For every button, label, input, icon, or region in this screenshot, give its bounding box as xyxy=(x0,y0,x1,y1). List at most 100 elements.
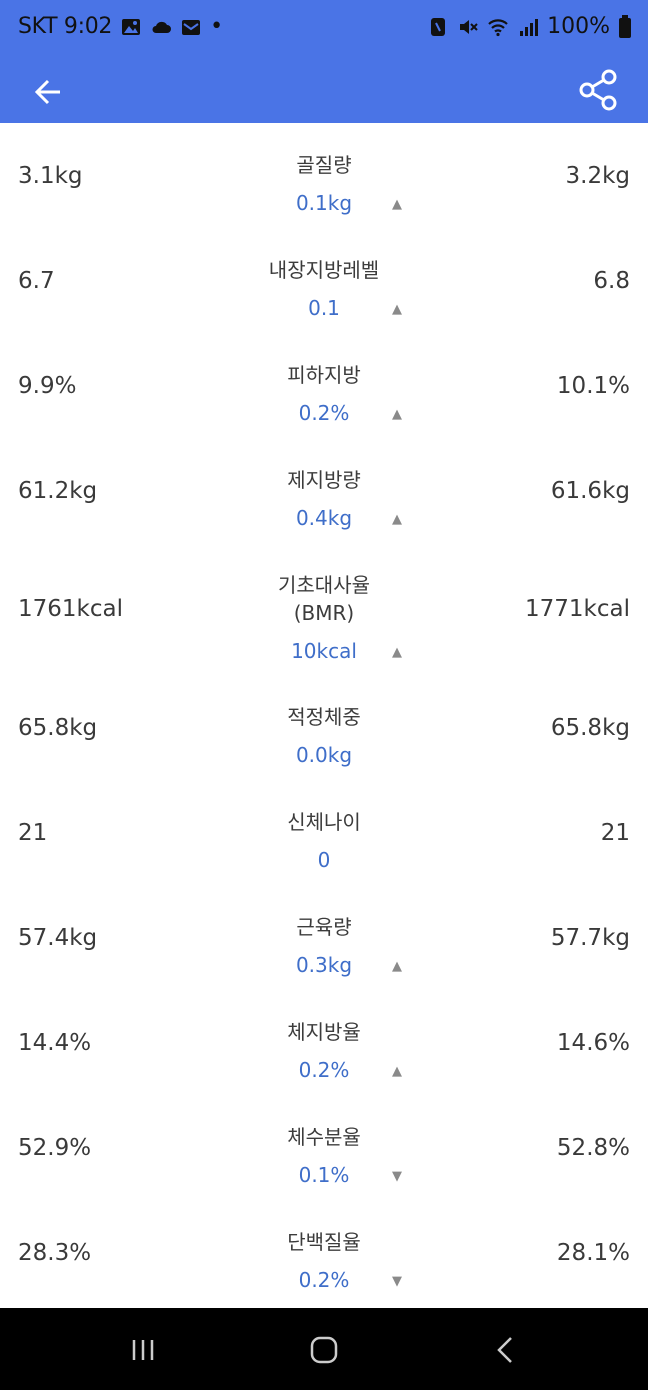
previous-value: 61.2kg xyxy=(18,477,98,504)
battery-percent: 100% xyxy=(547,14,610,39)
metric-center: 체수분율 0.1% xyxy=(224,1123,424,1189)
metric-diff: 0.1% xyxy=(298,1163,350,1187)
metric-center: 적정체중 0.0kg xyxy=(224,703,424,769)
metric-label: 제지방량 xyxy=(287,468,361,492)
list-item: 52.9% 체수분율 0.1% ▼ 52.8% xyxy=(0,1095,648,1200)
metric-label: 신체나이 xyxy=(287,810,361,834)
trend-up-icon: ▲ xyxy=(392,1064,402,1079)
home-icon xyxy=(310,1336,338,1364)
status-dot: • xyxy=(210,14,223,39)
share-icon xyxy=(579,69,617,111)
current-value: 65.8kg xyxy=(550,714,630,741)
current-value: 6.8 xyxy=(593,267,630,294)
recent-apps-button[interactable] xyxy=(113,1328,173,1372)
trend-up-icon: ▲ xyxy=(392,407,402,422)
mail-icon xyxy=(182,19,201,35)
metric-center: 기초대사율 (BMR) 10kcal xyxy=(224,571,424,665)
previous-value: 52.9% xyxy=(18,1134,92,1161)
status-left: SKT 9:02 • xyxy=(18,14,223,39)
metric-label: 피하지방 xyxy=(287,363,361,387)
previous-value: 6.7 xyxy=(18,267,55,294)
metric-diff: 10kcal xyxy=(291,639,357,663)
carrier-time: SKT 9:02 xyxy=(18,14,113,39)
metric-diff: 0.4kg xyxy=(295,506,353,530)
list-item: 14.4% 체지방율 0.2% ▲ 14.6% xyxy=(0,990,648,1095)
list-item: 6.7 내장지방레벨 0.1 ▲ 6.8 xyxy=(0,228,648,333)
image-icon xyxy=(122,18,141,35)
metric-diff: 0.0kg xyxy=(295,743,353,767)
metric-label: 기초대사율 xyxy=(278,573,370,597)
list-item: 61.2kg 제지방량 0.4kg ▲ 61.6kg xyxy=(0,438,648,543)
previous-value: 65.8kg xyxy=(18,714,98,741)
battery-icon xyxy=(619,14,631,38)
signal-icon xyxy=(520,18,539,36)
system-back-button[interactable] xyxy=(476,1328,536,1372)
previous-value: 14.4% xyxy=(18,1029,92,1056)
metric-diff: 0.3kg xyxy=(295,953,353,977)
metric-center: 단백질율 0.2% xyxy=(224,1228,424,1294)
list-item: 28.3% 단백질율 0.2% ▼ 28.1% xyxy=(0,1200,648,1305)
back-arrow-icon xyxy=(34,79,60,105)
cloud-icon xyxy=(152,21,172,33)
app-bar xyxy=(0,58,648,123)
previous-value: 9.9% xyxy=(18,372,77,399)
list-item: 57.4kg 근육량 0.3kg ▲ 57.7kg xyxy=(0,885,648,990)
current-value: 10.1% xyxy=(556,372,630,399)
metric-center: 피하지방 0.2% xyxy=(224,361,424,427)
current-value: 52.8% xyxy=(556,1134,630,1161)
metric-center: 근육량 0.3kg xyxy=(224,913,424,979)
previous-value: 1761kcal xyxy=(18,596,123,622)
trend-up-icon: ▲ xyxy=(392,959,402,974)
status-bar: SKT 9:02 • xyxy=(0,0,648,58)
nav-back-icon xyxy=(497,1337,512,1363)
previous-value: 21 xyxy=(18,819,48,846)
back-button[interactable] xyxy=(22,66,74,118)
metric-label: 근육량 xyxy=(296,915,352,939)
current-value: 3.2kg xyxy=(565,162,631,189)
share-button[interactable] xyxy=(570,62,626,118)
list-item: 3.1kg 골질량 0.1kg ▲ 3.2kg xyxy=(0,123,648,228)
metric-center: 체지방율 0.2% xyxy=(224,1018,424,1084)
metric-label: 적정체중 xyxy=(287,705,361,729)
metric-label: 체지방율 xyxy=(287,1020,361,1044)
nfc-icon xyxy=(431,17,446,36)
list-item: 9.9% 피하지방 0.2% ▲ 10.1% xyxy=(0,333,648,438)
metric-label: 체수분율 xyxy=(287,1125,361,1149)
current-value: 14.6% xyxy=(556,1029,630,1056)
metric-label: 내장지방레벨 xyxy=(268,258,380,282)
metric-diff: 0.1kg xyxy=(295,191,353,215)
trend-up-icon: ▲ xyxy=(392,302,402,317)
status-right: 100% xyxy=(427,14,632,39)
metric-diff: 0.1 xyxy=(308,296,340,320)
trend-up-icon: ▲ xyxy=(392,645,402,660)
previous-value: 3.1kg xyxy=(18,162,83,189)
previous-value: 28.3% xyxy=(18,1239,92,1266)
recent-apps-icon xyxy=(132,1340,154,1360)
trend-up-icon: ▲ xyxy=(392,512,402,527)
metric-center: 신체나이 0 xyxy=(224,808,424,874)
current-value: 57.7kg xyxy=(550,924,630,951)
metric-center: 골질량 0.1kg xyxy=(224,151,424,217)
previous-value: 57.4kg xyxy=(18,924,98,951)
metric-label: 단백질율 xyxy=(287,1230,361,1254)
metric-center: 제지방량 0.4kg xyxy=(224,466,424,532)
metric-center: 내장지방레벨 0.1 xyxy=(224,256,424,322)
metric-label: 골질량 xyxy=(296,153,352,177)
trend-down-icon: ▼ xyxy=(392,1169,402,1184)
trend-up-icon: ▲ xyxy=(392,197,402,212)
metric-diff: 0.2% xyxy=(298,1268,350,1292)
home-button[interactable] xyxy=(294,1328,354,1372)
wifi-icon xyxy=(488,18,508,36)
list-item: 21 신체나이 0 21 xyxy=(0,780,648,885)
current-value: 1771kcal xyxy=(525,596,630,622)
list-item: 65.8kg 적정체중 0.0kg 65.8kg xyxy=(0,675,648,780)
metric-diff: 0.2% xyxy=(298,401,350,425)
trend-down-icon: ▼ xyxy=(392,1274,402,1289)
current-value: 21 xyxy=(600,819,630,846)
comparison-list: 3.1kg 골질량 0.1kg ▲ 3.2kg 6.7 내장지방레벨 0.1 ▲… xyxy=(0,123,648,1305)
current-value: 61.6kg xyxy=(550,477,630,504)
mute-icon xyxy=(460,19,478,34)
navigation-bar xyxy=(0,1308,648,1390)
metric-diff: 0.2% xyxy=(298,1058,350,1082)
current-value: 28.1% xyxy=(556,1239,630,1266)
